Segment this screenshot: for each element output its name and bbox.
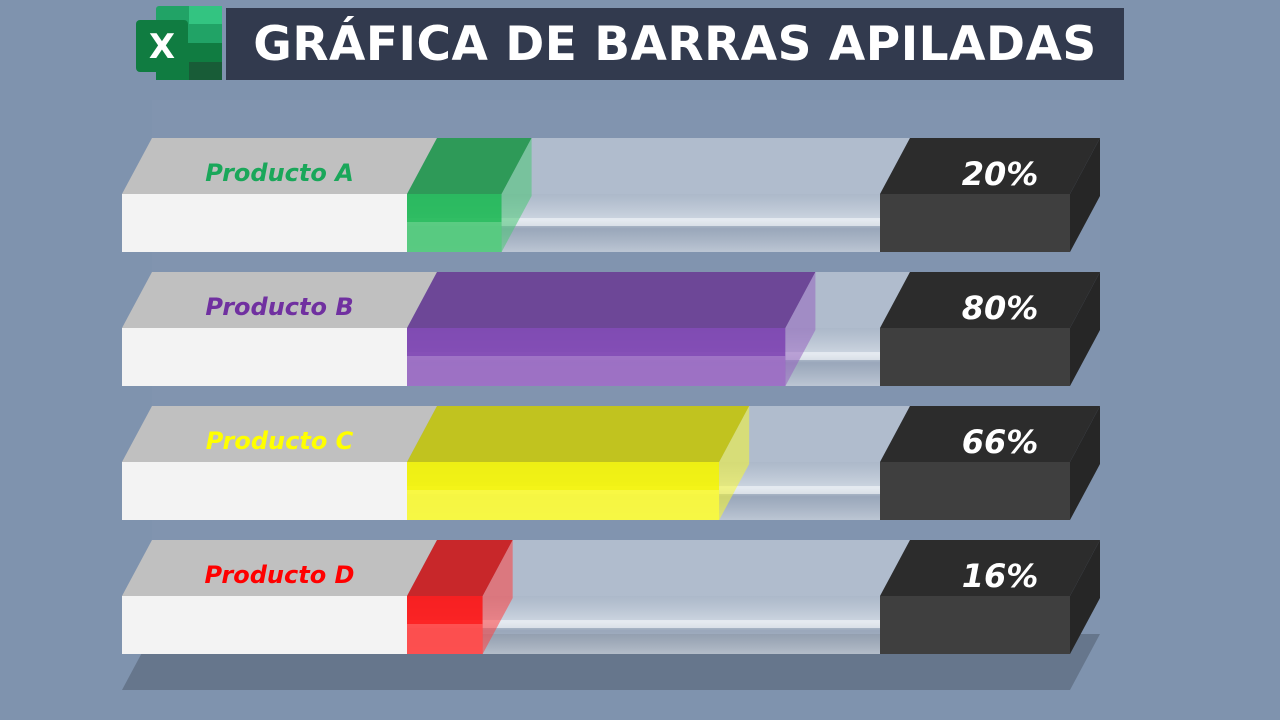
label-box-top [122, 138, 437, 194]
excel-letter: X [149, 27, 175, 67]
value-box-front [880, 194, 1070, 252]
value-box-side [1070, 272, 1100, 386]
bar-top [407, 540, 513, 596]
title-banner: GRÁFICA DE BARRAS APILADAS [226, 8, 1124, 80]
label-box-front [122, 194, 407, 252]
bar-top [407, 272, 816, 328]
bar-front-lower [407, 624, 483, 654]
bar-row-0: Producto A 20% [122, 138, 1100, 252]
bar-end-face [501, 138, 532, 252]
bar-row-1: Producto B 80% [122, 272, 1100, 386]
value-label: 66% [962, 423, 1039, 461]
label-box-top [122, 406, 437, 462]
bar-front-lower [407, 222, 502, 252]
value-box-side [1070, 406, 1100, 520]
value-box-top [880, 138, 1100, 194]
value-label: 20% [962, 155, 1039, 193]
bar-end-face [719, 406, 750, 520]
bar-front-lower [407, 490, 720, 520]
bar-end-face [482, 540, 513, 654]
category-label: Producto C [206, 427, 354, 455]
value-box-top [880, 406, 1100, 462]
track-top [407, 138, 910, 194]
bar-top [407, 138, 532, 194]
value-label: 80% [962, 289, 1039, 327]
value-box-front [880, 596, 1070, 654]
value-box-side [1070, 540, 1100, 654]
value-box-front [880, 328, 1070, 386]
label-box-top [122, 540, 437, 596]
value-box-front [880, 462, 1070, 520]
category-label: Producto D [205, 561, 355, 589]
label-box-top [122, 272, 437, 328]
value-box-side [1070, 138, 1100, 252]
category-label: Producto A [205, 159, 354, 187]
label-box-front [122, 328, 407, 386]
track-top [407, 540, 910, 596]
bar-front-lower [407, 356, 786, 386]
track-highlight [407, 218, 880, 226]
bar-row-2: Producto C 66% [122, 406, 1100, 520]
track-highlight [407, 620, 880, 628]
bar-row-3: Producto D 16% [122, 540, 1100, 654]
category-label: Producto B [205, 293, 353, 321]
bar-end-face [785, 272, 816, 386]
value-box-top [880, 272, 1100, 328]
excel-icon: X [130, 6, 226, 82]
chart-title: GRÁFICA DE BARRAS APILADAS [253, 16, 1097, 72]
label-box-front [122, 462, 407, 520]
value-label: 16% [962, 557, 1039, 595]
bar-top [407, 406, 750, 462]
label-box-front [122, 596, 407, 654]
value-box-top [880, 540, 1100, 596]
